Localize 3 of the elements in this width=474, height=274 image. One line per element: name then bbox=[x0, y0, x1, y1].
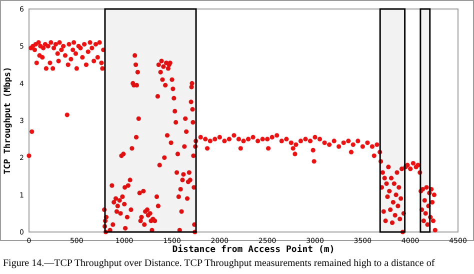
x-axis-title: Distance from Access Point (m) bbox=[172, 244, 335, 255]
caption: Figure 14.—TCP Throughput over Distance. TCP Throughput measurements remained high to a distance of bbox=[3, 258, 436, 269]
y-axis-title: TCP Throughput (Mbps) bbox=[3, 66, 13, 174]
